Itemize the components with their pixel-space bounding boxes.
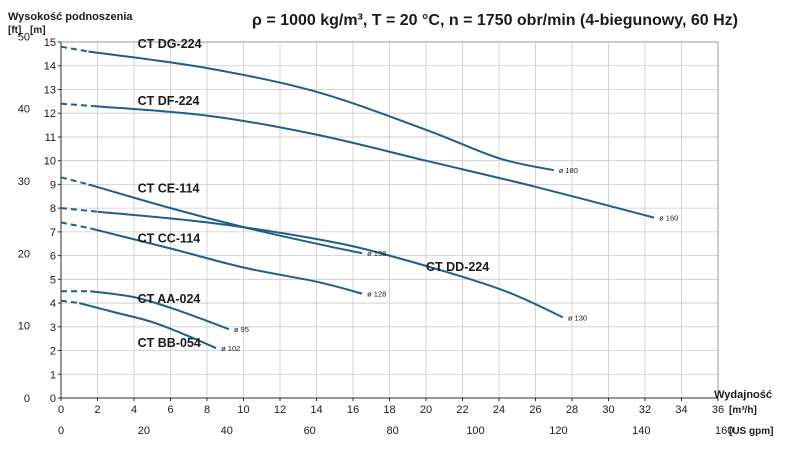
x-tick-label-gpm: 100: [466, 425, 484, 437]
series-label-ct-ce-114: CT CE-114: [138, 182, 200, 196]
x-tick-label-m3h: 22: [456, 404, 468, 416]
y-tick-label-ft: 40: [18, 104, 30, 116]
series-label-ct-dg-224: CT DG-224: [138, 37, 202, 51]
x-unit-m3h: [m³/h]: [729, 405, 757, 416]
series-label-ct-aa-024: CT AA-024: [138, 292, 201, 306]
y-tick-label-m: 9: [50, 179, 56, 191]
curve-ct-bb-054: [79, 302, 217, 350]
x-tick-label-m3h: 26: [529, 404, 541, 416]
diameter-label-ct-dg-224: ø 180: [559, 166, 578, 175]
curve-ct-dd-224: [97, 210, 564, 319]
x-tick-label-m3h: 16: [347, 404, 359, 416]
y-tick-label-m: 13: [44, 84, 56, 96]
y-tick-label-m: 7: [50, 227, 56, 239]
diameter-label-ct-ce-114: ø 138: [367, 249, 386, 258]
curve-ct-dg-224-dashed: [60, 45, 89, 53]
x-tick-label-m3h: 24: [493, 404, 505, 416]
y-unit-m: [m]: [30, 25, 46, 36]
x-tick-label-m3h: 36: [712, 404, 724, 416]
x-tick-label-gpm: 120: [549, 425, 567, 437]
x-tick-label-m3h: 4: [131, 404, 137, 416]
y-tick-label-m: 1: [50, 369, 56, 381]
x-tick-label-gpm: 60: [304, 425, 316, 437]
x-tick-label-m3h: 20: [420, 404, 432, 416]
y-tick-label-m: 8: [50, 203, 56, 215]
curve-ct-ce-114: [88, 183, 363, 255]
grid: [61, 41, 719, 398]
x-tick-label-gpm: 0: [58, 425, 64, 437]
x-tick-label-m3h: 32: [639, 404, 651, 416]
x-tick-label-m3h: 28: [566, 404, 578, 416]
y-tick-label-m: 0: [50, 393, 56, 405]
diameter-label-ct-aa-024: ø 95: [234, 325, 249, 334]
series-label-ct-cc-114: CT CC-114: [138, 232, 201, 246]
x-unit-gpm: [US gpm]: [729, 426, 773, 437]
y-tick-label-ft: 50: [18, 31, 30, 43]
diameter-label-ct-cc-114: ø 128: [367, 290, 386, 299]
y-tick-label-m: 15: [44, 37, 56, 49]
x-tick-label-gpm: 20: [138, 425, 150, 437]
axes: 0 2 4 6 8 10 12 14 16 18 20 22 24 26 28 30 32 34 360123456…: [18, 31, 734, 437]
y-tick-label-m: 4: [50, 298, 56, 310]
x-tick-label-m3h: 2: [94, 404, 100, 416]
curve-ct-df-224-dashed: [60, 102, 94, 108]
x-tick-label-m3h: 34: [675, 404, 687, 416]
y-tick-label-m: 11: [45, 132, 56, 144]
y-tick-label-ft: 0: [24, 393, 30, 405]
series-label-ct-dd-224: CT DD-224: [426, 260, 489, 274]
series-label-ct-df-224: CT DF-224: [138, 94, 200, 108]
y-tick-label-m: 5: [50, 274, 56, 286]
curve-ct-cc-114-dashed: [60, 221, 91, 230]
curve-ct-cc-114: [89, 227, 363, 295]
x-tick-label-m3h: 6: [167, 404, 173, 416]
curve-ct-dg-224: [88, 50, 555, 172]
y-tick-label-m: 12: [44, 108, 56, 120]
curve-ct-bb-054-dashed: [60, 299, 80, 305]
x-tick-label-gpm: 80: [386, 425, 398, 437]
series-label-ct-bb-054: CT BB-054: [138, 336, 201, 350]
curve-ct-aa-024: [90, 290, 230, 331]
curve-ct-df-224: [93, 105, 655, 219]
curve-ct-dd-224-dashed: [60, 207, 98, 213]
x-tick-label-m3h: 14: [310, 404, 322, 416]
diameter-label-ct-df-224: ø 160: [659, 214, 678, 223]
y-axis-title: Wysokość podnoszenia: [8, 11, 133, 23]
labels: ø 180 CT DG-224 ø 160 CT DF-224 ø 138 CT CE-1…: [138, 37, 679, 353]
y-unit-ft: [ft]: [8, 25, 21, 36]
chart-title: ρ = 1000 kg/m³, T = 20 °C, n = 1750 obr/…: [252, 12, 738, 29]
x-tick-label-gpm: 40: [221, 425, 233, 437]
curve-ct-ce-114-dashed: [60, 176, 89, 186]
x-tick-label-m3h: 8: [204, 404, 210, 416]
y-tick-label-m: 10: [44, 156, 56, 168]
y-tick-label-ft: 30: [18, 176, 30, 188]
x-tick-label-m3h: 30: [602, 404, 614, 416]
curves: [60, 45, 655, 350]
y-tick-label-m: 2: [50, 346, 56, 358]
y-tick-label-ft: 20: [18, 248, 30, 260]
diameter-label-ct-bb-054: ø 102: [221, 344, 240, 353]
x-tick-label-m3h: 0: [58, 404, 64, 416]
y-tick-label-m: 3: [50, 322, 56, 334]
x-axis-title: Wydajność: [714, 389, 772, 401]
x-tick-label-m3h: 18: [383, 404, 395, 416]
y-tick-label-m: 14: [44, 61, 56, 73]
x-tick-label-gpm: 140: [632, 425, 650, 437]
x-tick-label-m3h: 10: [237, 404, 249, 416]
x-tick-label-m3h: 12: [274, 404, 286, 416]
y-tick-label-m: 6: [50, 251, 56, 263]
y-tick-label-ft: 10: [18, 321, 30, 333]
x-tick-label-gpm: 160: [715, 425, 733, 437]
diameter-label-ct-dd-224: ø 130: [568, 313, 587, 322]
